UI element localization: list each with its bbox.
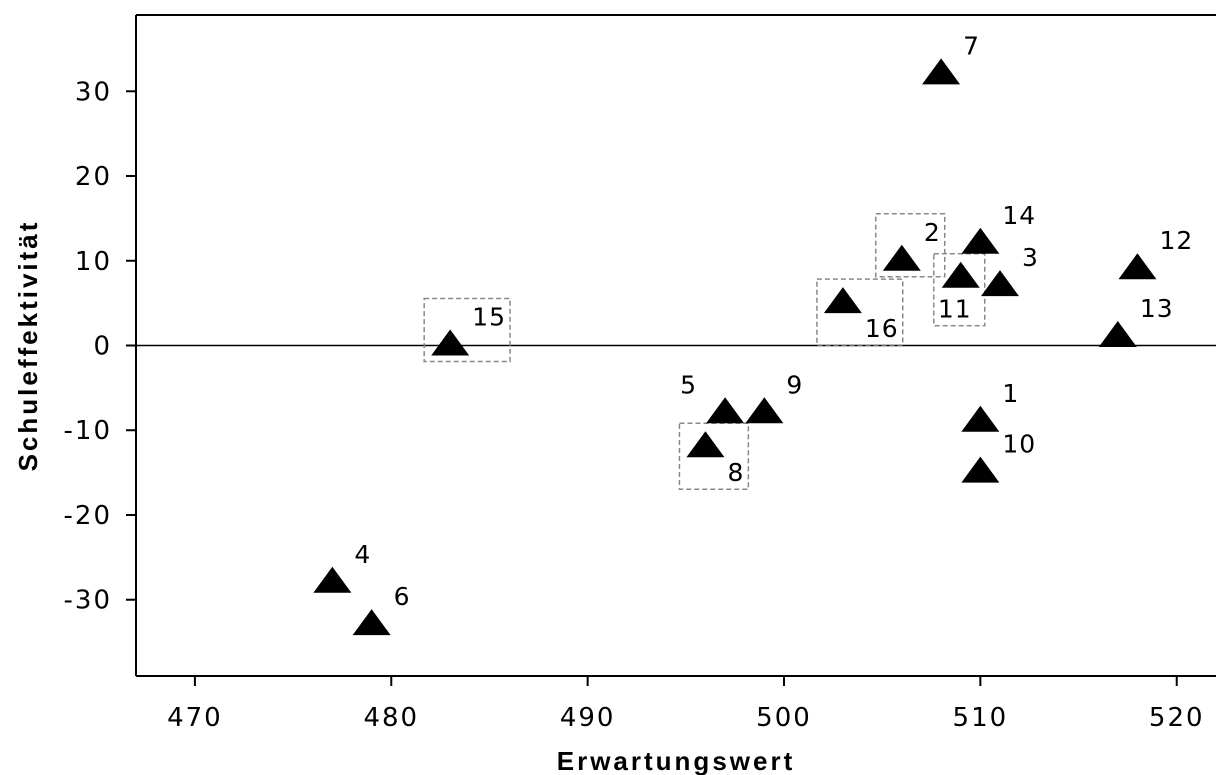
x-axis-title: Erwartungswert [557, 746, 796, 775]
y-axis-title: Schuleffektivität [13, 220, 43, 472]
point-marker [1098, 321, 1137, 348]
x-tick-label: 490 [560, 703, 616, 733]
point-marker [961, 456, 1000, 483]
point-label: 4 [354, 540, 371, 569]
point-label: 13 [1140, 294, 1174, 323]
y-axis-ticks: -30 -20 -10 0 10 20 30 [64, 77, 136, 616]
x-tick-label: 500 [756, 703, 812, 733]
point-marker [352, 609, 391, 636]
point-label: 7 [963, 31, 980, 60]
point-label: 8 [727, 458, 744, 487]
y-tick-label: -10 [64, 416, 112, 446]
point-marker [431, 329, 470, 356]
point-marker [941, 261, 980, 288]
point-label: 5 [680, 370, 697, 399]
point-marker [961, 405, 1000, 432]
point-label: 9 [786, 370, 803, 399]
y-tick-label: 0 [93, 332, 112, 362]
y-tick-label: -20 [64, 501, 112, 531]
point-label: 15 [472, 303, 506, 332]
point-label: 12 [1159, 226, 1193, 255]
point-marker [882, 244, 921, 271]
point-label: 3 [1022, 243, 1039, 272]
point-marker [961, 227, 1000, 254]
point-marker [706, 397, 745, 424]
point-label: 16 [865, 314, 899, 343]
y-tick-label: 20 [75, 162, 112, 192]
point-marker [686, 431, 725, 458]
y-tick-label: 10 [75, 247, 112, 277]
point-marker [981, 270, 1019, 297]
point-marker [922, 58, 961, 85]
point-label: 14 [1002, 201, 1036, 230]
x-tick-label: 470 [167, 703, 223, 733]
highlight-box [816, 278, 904, 346]
highlight-box [423, 297, 511, 363]
x-axis-ticks: 470 480 490 500 510 520 [167, 676, 1205, 733]
point-label: 10 [1002, 430, 1036, 459]
point-marker [823, 287, 862, 314]
x-tick-label: 480 [363, 703, 419, 733]
highlight-box [933, 252, 986, 327]
highlight-box [875, 213, 946, 278]
point-label: 11 [938, 295, 972, 324]
axes [135, 14, 1216, 677]
point-marker [1118, 253, 1157, 280]
point-label: 1 [1002, 379, 1019, 408]
y-tick-label: -30 [64, 586, 112, 616]
point-label: 2 [924, 218, 941, 247]
x-tick-label: 510 [953, 703, 1009, 733]
point-marker [313, 566, 352, 593]
x-tick-label: 520 [1149, 703, 1205, 733]
y-tick-label: 30 [75, 77, 112, 107]
point-marker [745, 397, 784, 424]
point-label: 6 [394, 582, 411, 611]
highlight-boxes [423, 213, 986, 490]
